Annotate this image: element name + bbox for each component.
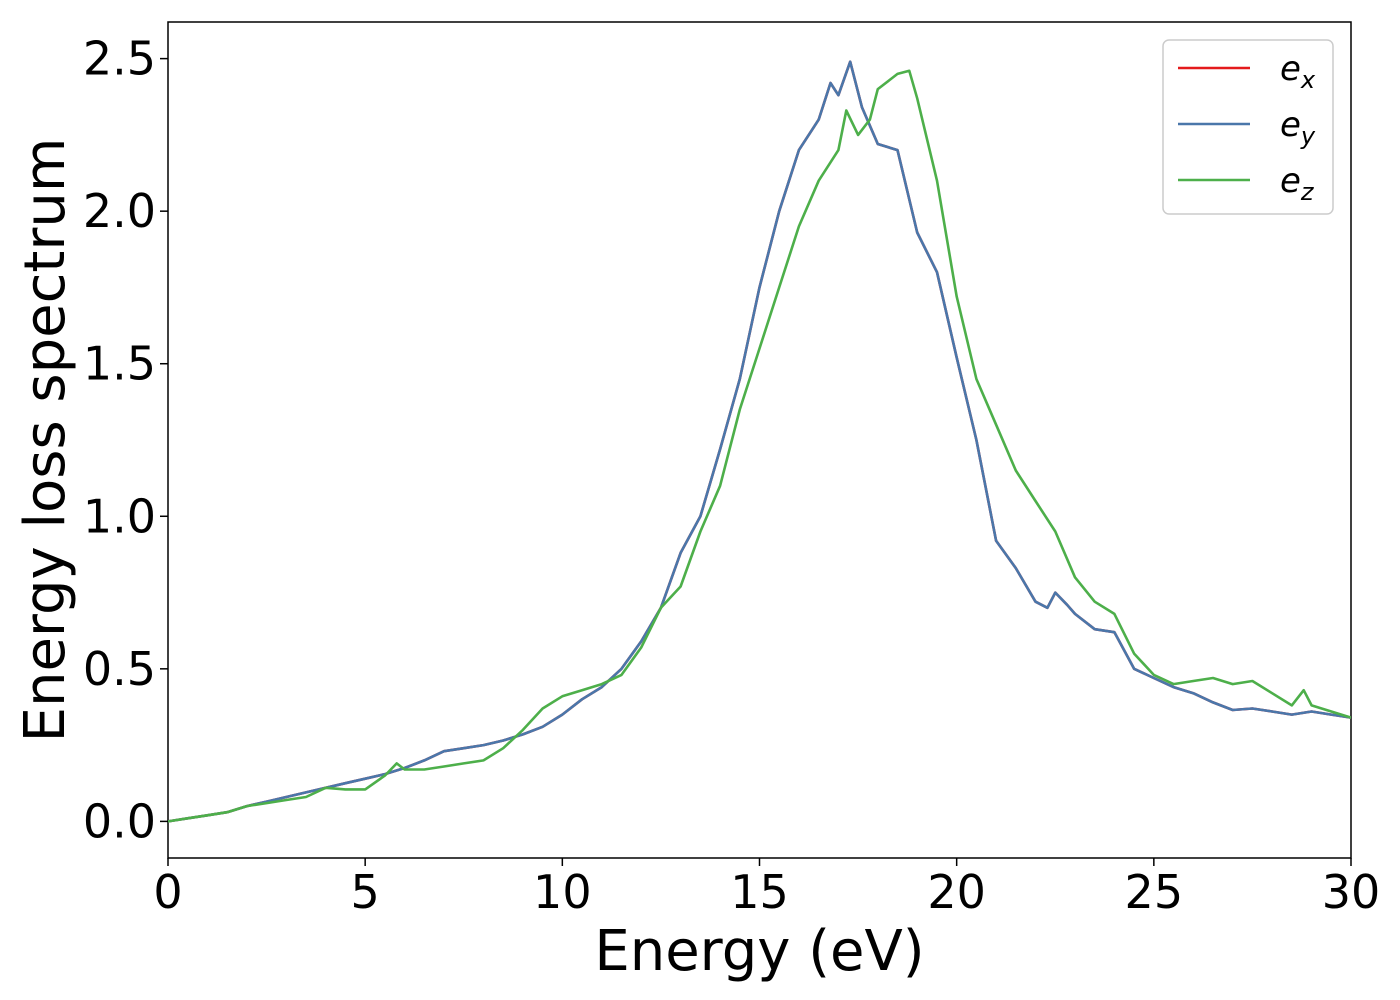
legend-label-base: e — [1280, 105, 1301, 145]
x-tick-label: 0 — [153, 865, 182, 919]
x-tick-label: 30 — [1322, 865, 1381, 919]
legend-label-subscript: y — [1300, 122, 1316, 150]
y-tick-label: 0.0 — [83, 794, 156, 848]
series-line-z — [168, 69, 1351, 823]
x-tick-label: 25 — [1125, 865, 1184, 919]
legend-label-base: e — [1280, 49, 1301, 89]
legend-label-x: ex — [1280, 49, 1316, 94]
legend-label-subscript: x — [1300, 66, 1316, 94]
x-tick-label: 15 — [730, 865, 789, 919]
y-axis: 0.0 0.5 1.0 1.5 2.0 2.5 — [83, 32, 168, 848]
x-tick-label: 5 — [351, 865, 380, 919]
legend-label-y: ey — [1280, 105, 1316, 150]
legend-label-base: e — [1280, 161, 1301, 201]
y-tick-label: 1.0 — [83, 489, 156, 543]
x-axis-label: Energy (eV) — [594, 919, 924, 984]
x-axis: 0 5 10 15 20 25 30 — [153, 858, 1380, 919]
plot-area — [167, 21, 1352, 859]
y-tick-label: 2.5 — [83, 32, 156, 86]
y-tick-label: 0.5 — [83, 642, 156, 696]
y-tick-label: 1.5 — [83, 337, 156, 391]
x-tick-label: 20 — [927, 865, 986, 919]
series-layer — [168, 60, 1351, 823]
x-tick-label: 10 — [533, 865, 592, 919]
legend-box — [1162, 39, 1334, 215]
series-line-y — [168, 60, 1351, 823]
plot-frame — [167, 21, 1352, 859]
legend-label-subscript: z — [1300, 178, 1315, 206]
y-tick-label: 2.0 — [83, 184, 156, 238]
legend-label-z: ez — [1280, 161, 1315, 206]
y-axis-label: Energy loss spectrum — [13, 138, 78, 743]
